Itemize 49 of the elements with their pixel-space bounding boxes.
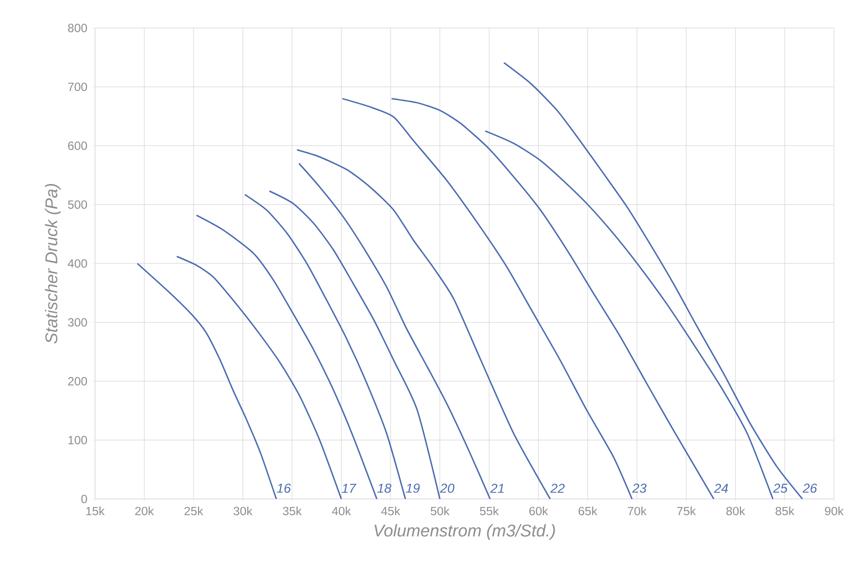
y-tick-label: 800 xyxy=(68,24,88,32)
line-series xyxy=(484,130,774,499)
series-label: 22 xyxy=(550,484,565,493)
y-tick-label: 500 xyxy=(68,200,88,209)
x-axis-title: Volumenstrom (m3/Std.) xyxy=(374,524,555,540)
x-tick-label: 55k xyxy=(480,506,499,516)
x-tick-label: 25k xyxy=(184,506,204,516)
y-tick-label: 400 xyxy=(68,259,88,268)
y-tick-label: 300 xyxy=(68,318,88,327)
x-tick-label: 75k xyxy=(677,506,696,516)
x-tick-label: 50k xyxy=(430,506,450,516)
x-tick-label: 45k xyxy=(381,506,400,516)
series-label: 24 xyxy=(714,484,728,493)
line-series xyxy=(390,98,714,499)
y-tick-label: 700 xyxy=(68,82,88,92)
x-tick-label: 65k xyxy=(578,506,598,516)
x-tick-label: 40k xyxy=(332,506,351,516)
line-series xyxy=(298,162,491,499)
x-tick-label: 30k xyxy=(234,506,252,516)
series-label: 17 xyxy=(342,484,356,493)
line-series xyxy=(503,62,804,499)
x-tick-label: 15k xyxy=(86,506,105,516)
line-series xyxy=(244,194,406,499)
x-tick-label: 85k xyxy=(776,506,794,516)
line-series xyxy=(196,214,378,499)
line-series xyxy=(296,149,551,499)
line-series xyxy=(268,190,441,499)
series-label: 26 xyxy=(802,484,818,493)
y-tick-label: 200 xyxy=(68,377,88,386)
x-tick-label: 60k xyxy=(529,506,548,516)
x-tick-label: 70k xyxy=(628,506,647,516)
series-label: 19 xyxy=(406,484,420,493)
line-series xyxy=(136,262,278,499)
y-tick-label: 0 xyxy=(81,494,88,504)
x-tick-label: 20k xyxy=(135,506,154,516)
series-label: 25 xyxy=(773,484,788,493)
line-series xyxy=(342,98,633,499)
series-label: 23 xyxy=(632,484,647,493)
series-label: 18 xyxy=(377,484,392,493)
x-tick-label: 35k xyxy=(282,506,302,516)
y-tick-label: 600 xyxy=(68,142,88,150)
series-label: 21 xyxy=(490,484,504,493)
series-label: 16 xyxy=(276,484,291,493)
y-tick-label: 100 xyxy=(68,436,88,444)
line-series xyxy=(176,256,342,499)
x-tick-label: 80k xyxy=(726,506,746,516)
y-axis-title: Statischer Druck (Pa) xyxy=(44,184,61,344)
series-label: 20 xyxy=(440,484,454,493)
x-tick-label: 90k xyxy=(824,506,844,516)
